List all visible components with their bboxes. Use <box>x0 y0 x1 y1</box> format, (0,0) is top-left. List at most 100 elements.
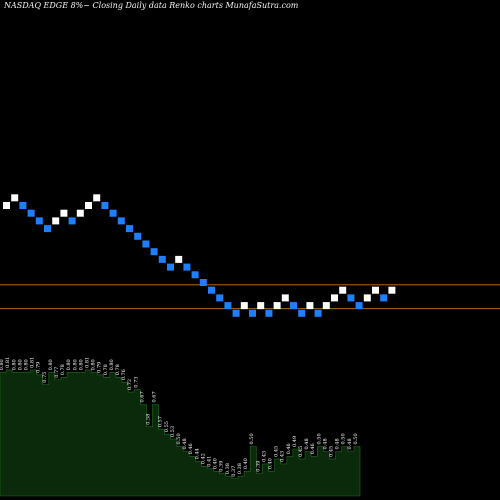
volume-label-54: 0.48 <box>322 438 328 449</box>
brick-39 <box>314 309 322 317</box>
volume-label-47: 0.43 <box>280 451 286 462</box>
volume-label-2: 0.81 <box>5 357 11 368</box>
brick-47 <box>380 294 388 302</box>
volume-label-11: 0.78 <box>60 364 66 375</box>
volume-label-30: 0.50 <box>176 433 182 444</box>
chart-title: NASDAQ EDGE 8%~ Closing Daily data Renko… <box>3 1 299 10</box>
volume-label-55: 0.45 <box>329 446 335 457</box>
volume-label-24: 0.67 <box>139 391 145 402</box>
volume-label-37: 0.39 <box>219 461 225 472</box>
brick-8 <box>60 209 68 217</box>
volume-label-17: 0.79 <box>97 362 103 373</box>
volume-label-29: 0.53 <box>170 426 176 437</box>
volume-label-39: 0.37 <box>231 466 237 477</box>
brick-18 <box>142 240 150 248</box>
volume-label-35: 0.41 <box>207 456 213 467</box>
volume-label-31: 0.48 <box>182 438 188 449</box>
brick-20 <box>158 255 166 263</box>
brick-5 <box>35 217 43 225</box>
volume-label-58: 0.48 <box>347 438 353 449</box>
brick-40 <box>322 302 330 310</box>
brick-22 <box>175 255 183 263</box>
brick-3 <box>19 202 27 209</box>
brick-4 <box>27 209 35 217</box>
brick-16 <box>126 225 133 233</box>
brick-6 <box>44 225 51 233</box>
volume-label-5: 0.80 <box>24 359 30 370</box>
brick-34 <box>273 302 281 310</box>
volume-label-28: 0.55 <box>164 421 170 432</box>
brick-32 <box>257 302 265 310</box>
brick-14 <box>109 209 117 217</box>
volume-label-6: 0.81 <box>30 357 36 368</box>
brick-27 <box>216 294 224 302</box>
volume-label-57: 0.50 <box>341 433 347 444</box>
brick-17 <box>134 232 142 240</box>
volume-label-16: 0.80 <box>91 359 97 370</box>
brick-9 <box>68 217 76 225</box>
volume-label-48: 0.46 <box>286 443 292 454</box>
brick-12 <box>93 194 101 202</box>
volume-labels: 0.80 0.81 0.80 0.80 0.80 0.81 0.790.750.800.77… <box>0 357 359 477</box>
volume-label-10: 0.77 <box>54 367 60 378</box>
brick-23 <box>183 263 191 271</box>
volume-label-14: 0.80 <box>78 359 84 370</box>
volume-label-53: 0.50 <box>316 433 322 444</box>
brick-48 <box>388 286 396 294</box>
volume-label-42: 0.50 <box>249 433 255 444</box>
brick-21 <box>167 263 174 271</box>
brick-10 <box>76 209 84 217</box>
volume-label-26: 0.67 <box>152 391 158 402</box>
volume-label-7: 0.79 <box>36 362 42 373</box>
volume-label-12: 0.80 <box>66 359 72 370</box>
brick-41 <box>331 294 338 302</box>
brick-42 <box>339 286 347 294</box>
brick-24 <box>191 271 199 279</box>
volume-label-32: 0.46 <box>188 443 194 454</box>
volume-label-33: 0.44 <box>194 448 200 459</box>
brick-44 <box>355 302 363 310</box>
volume-label-8: 0.75 <box>42 372 48 383</box>
brick-15 <box>117 217 125 225</box>
volume-area <box>0 369 361 497</box>
brick-45 <box>363 294 371 302</box>
volume-label-4: 0.80 <box>17 359 23 370</box>
volume-panel <box>0 369 361 497</box>
renko-bricks <box>3 194 396 317</box>
volume-label-1: 0.80 <box>0 359 5 370</box>
brick-29 <box>232 309 240 317</box>
brick-13 <box>101 202 109 209</box>
brick-30 <box>240 302 248 310</box>
brick-46 <box>372 286 379 294</box>
brick-1 <box>3 202 10 209</box>
brick-31 <box>249 309 256 317</box>
brick-36 <box>290 302 297 310</box>
volume-label-40: 0.38 <box>237 463 243 474</box>
volume-label-3: 0.80 <box>11 359 17 370</box>
volume-label-25: 0.58 <box>146 414 152 425</box>
volume-label-41: 0.40 <box>243 458 249 469</box>
brick-11 <box>85 202 92 209</box>
volume-label-34: 0.42 <box>200 453 206 464</box>
brick-28 <box>224 302 232 310</box>
volume-label-51: 0.48 <box>304 438 310 449</box>
volume-label-59: 0.50 <box>353 433 359 444</box>
brick-37 <box>298 309 306 317</box>
brick-2 <box>11 194 19 202</box>
volume-label-52: 0.46 <box>310 443 316 454</box>
brick-33 <box>265 309 273 317</box>
volume-label-50: 0.45 <box>298 446 304 457</box>
brick-26 <box>208 286 215 294</box>
volume-label-43: 0.39 <box>255 461 261 472</box>
reference-lines <box>0 284 500 310</box>
brick-19 <box>150 248 158 256</box>
volume-label-45: 0.40 <box>268 458 274 469</box>
volume-label-18: 0.78 <box>103 364 109 375</box>
volume-label-22: 0.72 <box>127 379 133 390</box>
volume-label-27: 0.57 <box>158 416 164 427</box>
volume-label-36: 0.40 <box>213 458 219 469</box>
volume-label-21: 0.76 <box>121 369 127 380</box>
volume-label-44: 0.43 <box>261 451 267 462</box>
volume-label-49: 0.49 <box>292 436 298 447</box>
